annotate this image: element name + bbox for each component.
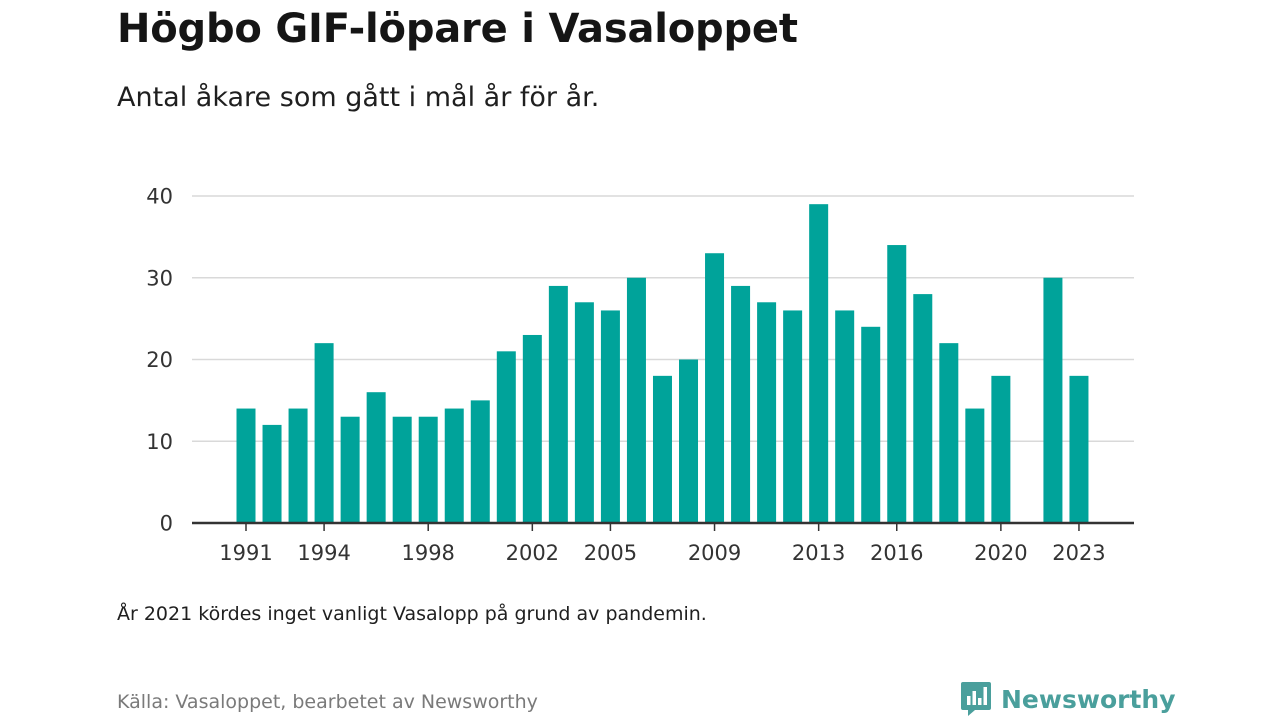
bar-2017 [913,294,933,523]
bar-2005 [600,310,620,523]
x-tick-label: 1991 [219,541,272,565]
bar-2008 [679,359,699,523]
bar-2009 [705,253,725,523]
chart-subtitle: Antal åkare som gått i mål år för år. [117,82,600,113]
bar-1998 [418,416,438,523]
bar-2015 [861,326,881,523]
bar-2020 [991,375,1011,523]
y-tick-label: 20 [146,348,173,372]
bar-1991 [236,408,256,523]
bar-1997 [392,416,412,523]
bar-1999 [444,408,464,523]
x-axis-tick-labels: 1991 1994 1998 2002 2005 2009 2013 2016 2020 2023 [219,541,1105,565]
bar-1994 [314,343,334,523]
bar-1992 [262,424,282,523]
bar-2013 [809,204,829,524]
y-tick-label: 10 [146,430,173,454]
bar-2011 [757,302,777,523]
bars [236,204,1089,524]
bar-2003 [548,285,568,523]
y-tick-label: 40 [146,185,173,209]
bar-2014 [835,310,855,523]
bar-2018 [939,343,959,523]
x-tick-label: 2016 [870,541,923,565]
brand-name: Newsworthy [1001,684,1176,714]
x-tick-label: 2009 [688,541,741,565]
bar-1993 [288,408,308,523]
source-credit: Källa: Vasaloppet, bearbetet av Newswort… [117,691,538,713]
bar-2022 [1043,277,1063,523]
x-tick-label: 2013 [792,541,845,565]
brand-logo: Newsworthy [960,681,1176,717]
chart-title: Högbo GIF-löpare i Vasaloppet [117,6,798,52]
x-tick-label: 2005 [584,541,637,565]
y-tick-label: 0 [160,512,173,536]
bar-2007 [652,375,672,523]
x-tick-label: 2023 [1052,541,1105,565]
x-tick-label: 1998 [401,541,454,565]
bar-2006 [626,277,646,523]
bar-chart: 0 10 20 30 40 1991 1994 1998 2002 2005 2009 2013 20… [146,185,1134,565]
bar-2010 [731,285,751,523]
x-tick-label: 2002 [506,541,559,565]
x-tick-label: 1994 [297,541,350,565]
bar-2001 [496,351,516,523]
y-tick-label: 30 [146,266,173,290]
x-tick-label: 2020 [974,541,1027,565]
y-axis-tick-labels: 0 10 20 30 40 [146,185,173,536]
bar-2019 [965,408,985,523]
newsworthy-chart-bubble-icon [961,682,991,716]
chart-note: År 2021 kördes inget vanligt Vasalopp på… [117,603,707,625]
bar-2023 [1069,375,1089,523]
bar-2002 [522,334,542,523]
bar-2012 [783,310,803,523]
bar-2016 [887,245,907,524]
x-axis [192,521,1134,531]
bar-1996 [366,392,386,523]
bar-2000 [470,400,490,523]
bar-2004 [574,302,594,523]
bar-1995 [340,416,360,523]
